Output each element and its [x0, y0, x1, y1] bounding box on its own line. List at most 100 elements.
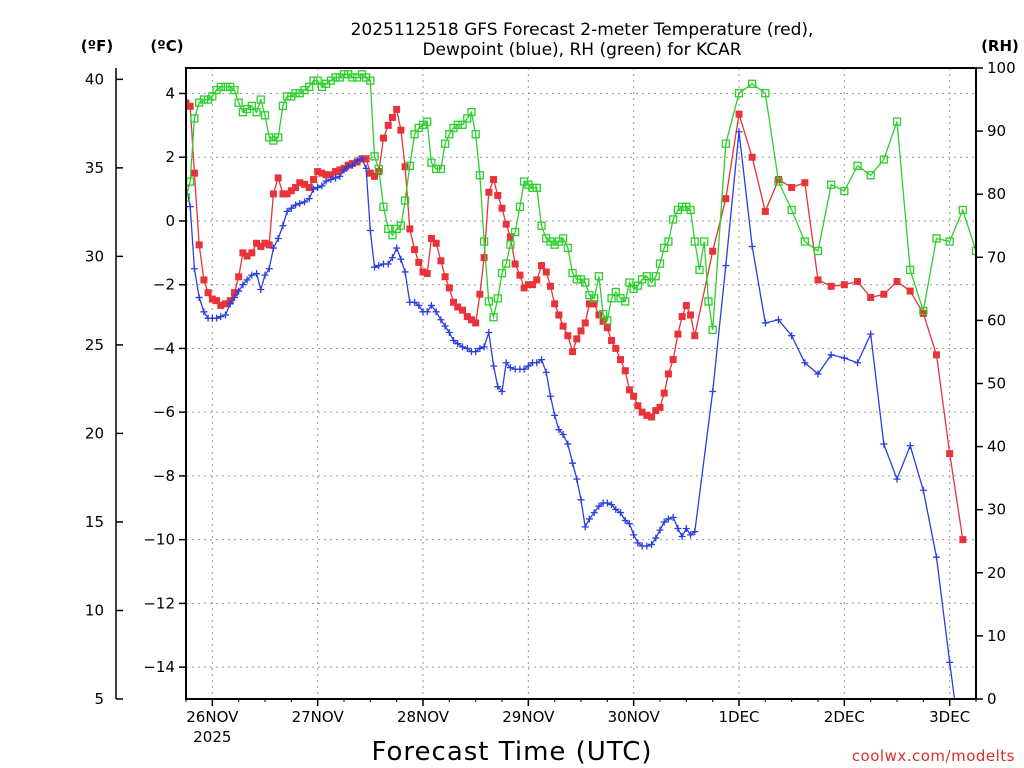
temperature-point: [814, 276, 822, 284]
time-tick-label: 28NOV: [397, 708, 450, 726]
dewpoint-point: [485, 329, 493, 337]
rh-point: [748, 79, 757, 88]
dewpoint-point: [476, 344, 484, 352]
rh-tick-label: 100: [987, 59, 1016, 77]
temperature-point: [585, 300, 593, 308]
fahrenheit-tick-label: 15: [85, 513, 104, 531]
rh-point: [568, 268, 577, 278]
temperature-point: [253, 239, 261, 247]
temperature-point: [893, 278, 901, 286]
dewpoint-point: [533, 359, 541, 367]
dewpoint-point: [265, 265, 273, 273]
dewpoint-point: [222, 311, 229, 319]
temperature-point: [287, 187, 295, 195]
rh-point: [879, 155, 888, 164]
dewpoint-point: [305, 195, 313, 203]
rh-tick-label: 90: [987, 122, 1006, 140]
temperature-point: [371, 172, 379, 180]
rh-point: [309, 76, 318, 85]
temperature-point: [274, 174, 282, 182]
dewpoint-point: [634, 539, 642, 547]
dewpoint-point: [506, 364, 514, 372]
dewpoint-point: [520, 365, 528, 373]
celsius-tick-label: −2: [153, 276, 175, 294]
rh-point: [708, 325, 717, 335]
dewpoint-point: [388, 254, 396, 262]
temperature-point: [411, 246, 419, 254]
dewpoint-point: [415, 301, 423, 309]
dewpoint-point: [371, 263, 379, 271]
dewpoint-point: [226, 300, 234, 308]
dewpoint-point: [441, 322, 449, 330]
dewpoint-point: [186, 182, 190, 190]
rh-point: [221, 82, 230, 92]
dewpoint-point: [625, 520, 633, 528]
dewpoint-point: [573, 475, 581, 483]
rh-tick-label: 0: [987, 690, 997, 708]
temperature-point: [248, 249, 256, 257]
dewpoint-point: [893, 475, 901, 483]
dewpoint-point: [213, 314, 221, 322]
dewpoint-point: [327, 176, 335, 184]
temperature-point: [678, 313, 686, 321]
fahrenheit-tick-label: 25: [85, 336, 104, 354]
temperature-point: [906, 287, 914, 295]
temperature-point: [682, 301, 690, 309]
rh-point: [558, 234, 568, 243]
time-tick-label: 30NOV: [608, 708, 661, 726]
dewpoint-point: [269, 244, 277, 252]
rh-point: [655, 259, 665, 268]
temperature-line: [186, 102, 964, 540]
dewpoint-point: [621, 517, 629, 525]
rh-point: [423, 117, 432, 126]
rh-point: [761, 89, 770, 98]
dewpoint-line: [186, 131, 956, 699]
rh-point: [642, 272, 651, 281]
celsius-unit-label: (ºC): [150, 37, 183, 55]
rh-point: [339, 70, 349, 79]
dewpoint-point: [314, 184, 322, 192]
temperature-point: [476, 290, 484, 298]
rh-point: [603, 316, 612, 325]
fahrenheit-tick-label: 10: [85, 601, 104, 619]
temperature-point: [581, 319, 589, 327]
temperature-point: [722, 195, 730, 203]
rh-point: [331, 73, 340, 82]
celsius-tick-label: 0: [165, 212, 175, 230]
dewpoint-point: [788, 332, 796, 340]
rh-point: [774, 177, 783, 186]
rh-point: [247, 101, 256, 111]
temperature-point: [415, 258, 423, 266]
dewpoint-point: [384, 260, 392, 268]
dewpoint-point: [248, 271, 256, 279]
series-dewpoint: [186, 128, 956, 699]
temperature-point: [617, 356, 624, 364]
time-tick-year-label: 2025: [193, 728, 231, 746]
temperature-point: [634, 402, 642, 410]
dewpoint-point: [643, 542, 651, 550]
rh-point: [208, 92, 217, 101]
dewpoint-point: [502, 359, 510, 367]
rh-point: [734, 89, 744, 98]
temperature-point: [660, 389, 668, 397]
temperature-point: [243, 252, 251, 260]
rh-point: [892, 117, 902, 126]
temperature-point: [190, 169, 198, 177]
rh-point: [410, 130, 419, 139]
dewpoint-point: [243, 276, 251, 284]
dewpoint-point: [652, 534, 660, 542]
dewpoint-point: [253, 270, 261, 278]
temperature-point: [200, 276, 208, 284]
temperature-point: [648, 413, 656, 421]
temperature-point: [296, 179, 304, 187]
dewpoint-point: [524, 362, 532, 370]
dewpoint-point: [261, 271, 269, 279]
dewpoint-point: [450, 336, 458, 344]
temperature-point: [946, 450, 954, 458]
temperature-point: [546, 282, 554, 290]
temperature-point: [427, 234, 435, 242]
dewpoint-point: [340, 166, 348, 174]
rh-point: [436, 164, 446, 174]
temperature-point: [520, 284, 528, 292]
dewpoint-point: [542, 368, 550, 376]
